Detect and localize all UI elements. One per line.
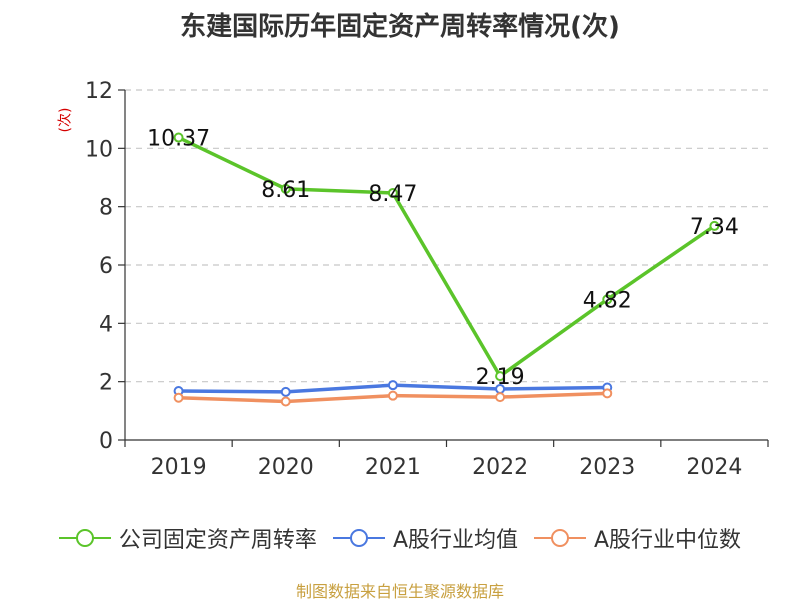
x-tick-label: 2022: [472, 455, 528, 480]
y-tick-label: 12: [85, 79, 113, 104]
data-labels: 10.37 8.61 8.47 2.19 4.82 7.34: [147, 127, 739, 391]
y-tick-label: 10: [85, 137, 113, 162]
legend-label-industry-median: A股行业中位数: [594, 528, 742, 553]
legend: 公司固定资产周转率 A股行业均值 A股行业中位数: [0, 522, 800, 554]
data-label: 4.82: [583, 288, 632, 313]
data-point: [709, 220, 720, 231]
data-label: 7.34: [690, 215, 739, 240]
x-tick-label: 2019: [151, 455, 207, 480]
legend-item-industry-median[interactable]: A股行业中位数: [534, 522, 741, 554]
y-tick-label: 2: [99, 371, 113, 396]
data-point: [173, 392, 184, 403]
legend-line-icon: [534, 529, 586, 547]
data-point: [495, 392, 506, 403]
data-label: 8.47: [368, 182, 417, 207]
x-tick-label: 2021: [365, 455, 421, 480]
data-label: 10.37: [147, 127, 210, 152]
legend-line-icon: [58, 529, 111, 547]
legend-item-company[interactable]: 公司固定资产周转率: [58, 522, 317, 554]
y-tick-label: 4: [99, 312, 113, 337]
legend-line-icon: [332, 529, 385, 547]
data-point: [495, 371, 506, 382]
data-point: [602, 294, 613, 305]
x-tick-label: 2023: [579, 455, 635, 480]
series-lines: [173, 132, 720, 407]
y-tick-label: 8: [99, 196, 113, 221]
source-note: 制图数据来自恒生聚源数据库: [295, 582, 504, 601]
grid-lines: [125, 89, 768, 383]
data-point: [387, 187, 398, 198]
x-tick-label: 2024: [686, 455, 742, 480]
data-label: 8.61: [261, 178, 310, 203]
legend-item-industry-mean[interactable]: A股行业均值: [332, 522, 518, 554]
data-point: [387, 380, 398, 391]
x-tick-label: 2020: [258, 455, 314, 480]
chart-title: 东建国际历年固定资产周转率情况(次): [180, 12, 620, 42]
y-tick-label: 0: [99, 429, 113, 454]
axes: 0 2 4 6 8 10 12 2019 2020 2021 2022 2023 2024: [85, 79, 769, 480]
legend-label-company: 公司固定资产周转率: [118, 528, 317, 553]
series-line: [177, 135, 716, 378]
y-tick-label: 6: [99, 254, 113, 279]
data-point: [387, 390, 398, 401]
data-point: [280, 183, 291, 194]
data-point: [173, 132, 184, 143]
data-label: 2.19: [476, 365, 525, 390]
data-point: [280, 386, 291, 397]
data-point: [602, 388, 613, 399]
data-point: [280, 396, 291, 407]
legend-label-industry-mean: A股行业均值: [392, 528, 518, 553]
